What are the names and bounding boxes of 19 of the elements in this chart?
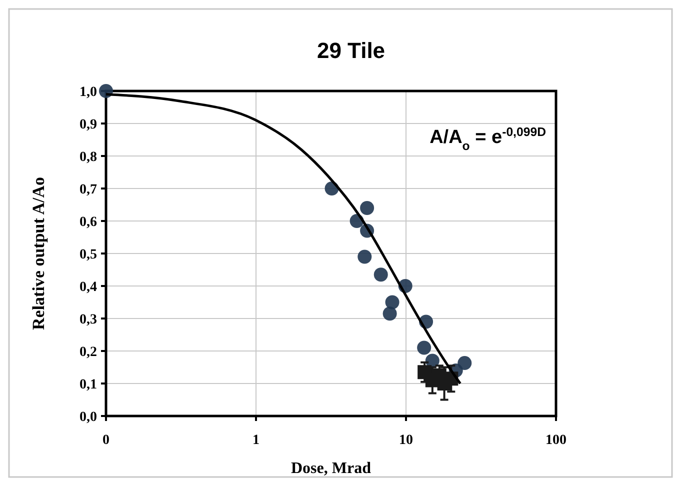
x-tick-label: 1 xyxy=(252,433,260,448)
y-tick-label: 0,6 xyxy=(80,214,97,230)
annotation: A/A$_{o}$ = e$^{-0,099D}$ xyxy=(430,125,546,153)
y-tick-label: 0,3 xyxy=(80,312,97,328)
y-tick-label: 0,2 xyxy=(80,344,97,360)
y-tick-label: 0,9 xyxy=(80,117,97,132)
x-axis-title: Dose, Mrad xyxy=(291,460,372,477)
y-tick-label: 0,7 xyxy=(80,182,97,198)
chart-title: 29 Tile xyxy=(316,38,386,63)
x-tick-label: 10 xyxy=(399,433,413,448)
y-tick-label: 0,4 xyxy=(80,280,97,295)
y-tick-label: 0,0 xyxy=(80,410,97,425)
x-tick-label: 0 xyxy=(102,433,110,448)
y-tick-label: 0,8 xyxy=(80,150,97,165)
y-tick-label: 0,5 xyxy=(80,247,97,262)
y-tick-label: 1,0 xyxy=(80,84,97,100)
x-tick-label: 100 xyxy=(546,433,566,448)
y-tick-label: 0,1 xyxy=(80,377,97,392)
y-axis-title: Relative output A/Ao xyxy=(29,177,48,330)
